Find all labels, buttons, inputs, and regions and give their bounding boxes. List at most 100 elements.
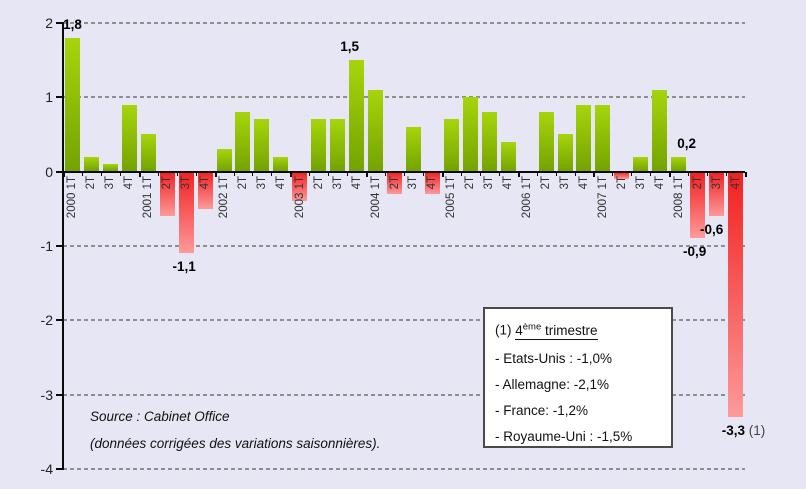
source-line-2: (données corrigées des variations saison… <box>90 436 381 451</box>
value-label--1_1: -1,1 <box>172 259 196 275</box>
y-tick--3 <box>56 393 62 396</box>
y-tick-label--1: -1 <box>40 237 53 254</box>
value-label-1_8: 1,8 <box>63 16 82 32</box>
x-tick-13 <box>309 171 311 176</box>
x-label-2006-q4: 4T <box>577 176 590 190</box>
x-tick-14 <box>328 171 330 176</box>
bar-2005-q3 <box>481 111 497 172</box>
value-label-1_5: 1,5 <box>340 38 360 54</box>
note-item-france: - France: -1,2% <box>495 402 589 418</box>
x-label-2004-q1: 2004 1T <box>369 176 382 219</box>
bar-2004-q1 <box>368 89 384 172</box>
bar-2007-q4 <box>652 89 668 172</box>
note-title-sup: ème <box>522 321 542 332</box>
x-label-2001-q3: 3T <box>180 176 193 190</box>
gridline--4 <box>63 468 745 471</box>
x-tick-0 <box>63 171 65 177</box>
x-tick-15 <box>347 171 349 176</box>
x-label-2003-q1: 2003 1T <box>293 176 306 219</box>
x-label-2005-q3: 3T <box>483 176 496 190</box>
x-label-2007-q3: 3T <box>634 176 647 190</box>
x-tick-17 <box>385 171 387 176</box>
x-tick-30 <box>631 171 633 176</box>
x-label-2008-q2: 2T <box>691 176 704 190</box>
x-label-2006-q1: 2006 1T <box>521 176 534 219</box>
note-title-base: 4 <box>515 322 523 338</box>
y-tick-1 <box>56 96 62 99</box>
x-tick-9 <box>233 171 235 176</box>
bar-2004-q4 <box>424 171 440 194</box>
x-tick-10 <box>252 171 254 176</box>
x-tick-18 <box>404 171 405 176</box>
x-tick-27 <box>574 171 576 176</box>
x-label-2003-q2: 2T <box>312 176 325 190</box>
x-tick-28 <box>593 171 596 177</box>
x-label-2001-q2: 2T <box>161 176 174 190</box>
x-label-2005-q2: 2T <box>464 176 477 190</box>
note-title-rest: trimestre <box>541 322 598 338</box>
y-tick-label-0: 0 <box>45 163 53 180</box>
bar-2005-q4 <box>500 141 516 172</box>
note-title-underlined: 4ème trimestre <box>515 321 598 340</box>
x-tick-24 <box>517 171 520 177</box>
y-tick-0 <box>56 170 62 173</box>
y-tick-2 <box>56 21 62 24</box>
note-box: (1) 4ème trimestre - Etats-Unis : -1,0% … <box>483 307 673 448</box>
note-item-etats-unis: - Etats-Unis : -1,0% <box>495 350 613 366</box>
x-label-2002-q3: 3T <box>255 176 268 190</box>
y-tick-label--4: -4 <box>40 461 53 478</box>
bar-2004-q2 <box>387 171 403 194</box>
bar-2006-q2 <box>538 111 554 172</box>
y-tick--2 <box>56 319 62 322</box>
bar-2003-q4 <box>349 59 365 172</box>
x-label-2001-q1: 2001 1T <box>142 176 155 219</box>
source-note: Source : Cabinet Office (données corrigé… <box>90 403 380 457</box>
bar-2000-q4 <box>121 104 137 172</box>
bar-2005-q2 <box>462 97 478 172</box>
x-axis-line <box>61 170 745 173</box>
x-label-2002-q4: 4T <box>274 176 287 190</box>
bar-2000-q2 <box>83 156 99 172</box>
bar-2007-q2 <box>614 171 630 179</box>
x-tick-36 <box>745 171 747 177</box>
x-tick-33 <box>688 171 690 176</box>
bar-2001-q1 <box>140 134 156 172</box>
x-label-2000-q3: 3T <box>104 176 117 190</box>
note-title-prefix: (1) <box>495 322 516 338</box>
gridline-2 <box>63 21 745 24</box>
x-tick-25 <box>536 171 538 176</box>
bar-2008-q4 <box>728 171 744 418</box>
x-label-2003-q4: 4T <box>350 176 363 190</box>
y-tick-label--3: -3 <box>40 386 53 403</box>
x-tick-31 <box>650 171 652 176</box>
x-tick-12 <box>290 171 293 177</box>
x-tick-29 <box>612 171 614 176</box>
bar-2008-q3 <box>709 171 725 217</box>
bar-2002-q2 <box>235 111 251 172</box>
x-label-2008-q4: 4T <box>729 176 742 190</box>
y-axis-line <box>61 21 64 471</box>
x-label-2003-q3: 3T <box>331 176 344 190</box>
x-label-2004-q4: 4T <box>426 176 439 190</box>
x-label-2004-q3: 3T <box>407 176 420 190</box>
x-tick-20 <box>441 171 444 177</box>
bar-2005-q1 <box>443 119 459 172</box>
gridline--2 <box>63 319 745 322</box>
x-label-2005-q1: 2005 1T <box>445 176 458 219</box>
gridline-1 <box>63 96 745 99</box>
x-label-2008-q3: 3T <box>710 176 723 190</box>
x-label-2007-q4: 4T <box>653 176 666 190</box>
x-tick-16 <box>366 171 369 177</box>
x-tick-6 <box>176 171 178 176</box>
bar-2000-q1 <box>64 37 80 172</box>
value-label--0_9: -0,9 <box>682 244 707 260</box>
bar-2006-q4 <box>576 104 592 172</box>
x-label-2002-q2: 2T <box>236 176 249 190</box>
bar-2008-q2 <box>690 171 706 239</box>
bar-2002-q3 <box>254 119 270 172</box>
note-item-royaume-uni: - Royaume-Uni : -1,5% <box>495 428 633 444</box>
y-tick--1 <box>56 244 62 247</box>
bar-2003-q1 <box>292 171 308 202</box>
bar-2004-q3 <box>405 126 421 172</box>
